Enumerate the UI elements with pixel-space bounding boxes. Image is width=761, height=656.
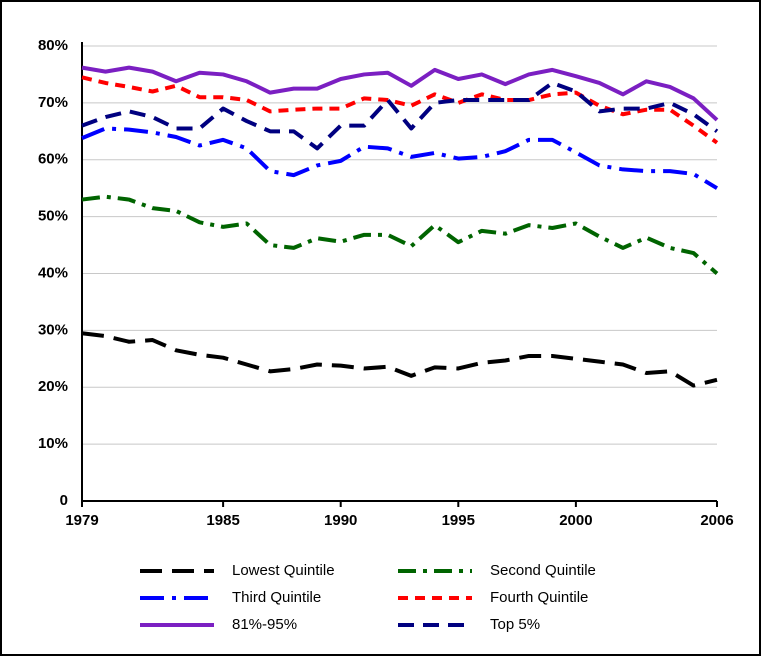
legend-label: Fourth Quintile <box>490 589 588 606</box>
x-tick-label: 2006 <box>700 512 733 529</box>
legend-label: Third Quintile <box>232 589 321 606</box>
y-tick-label: 30% <box>38 321 68 338</box>
y-tick-label: 70% <box>38 94 68 111</box>
series-line <box>81 126 719 190</box>
legend-label: 81%-95% <box>232 616 297 633</box>
series-line <box>81 65 719 122</box>
series-line <box>81 194 719 276</box>
y-tick-label: 10% <box>38 435 68 452</box>
legend-label: Second Quintile <box>490 562 596 579</box>
y-tick-label: 0 <box>60 492 68 509</box>
legend-label: Top 5% <box>490 616 540 633</box>
x-tick-label: 2000 <box>559 512 592 529</box>
y-tick-label: 20% <box>38 378 68 395</box>
x-tick-label: 1979 <box>65 512 98 529</box>
x-tick-label: 1985 <box>206 512 239 529</box>
y-tick-label: 40% <box>38 264 68 281</box>
legend-label: Lowest Quintile <box>232 562 335 579</box>
y-tick-label: 50% <box>38 208 68 225</box>
y-tick-label: 60% <box>38 151 68 168</box>
x-tick-label: 1995 <box>442 512 475 529</box>
x-tick-label: 1990 <box>324 512 357 529</box>
series-line <box>81 80 719 151</box>
series-line <box>81 331 718 388</box>
y-tick-label: 80% <box>38 37 68 54</box>
